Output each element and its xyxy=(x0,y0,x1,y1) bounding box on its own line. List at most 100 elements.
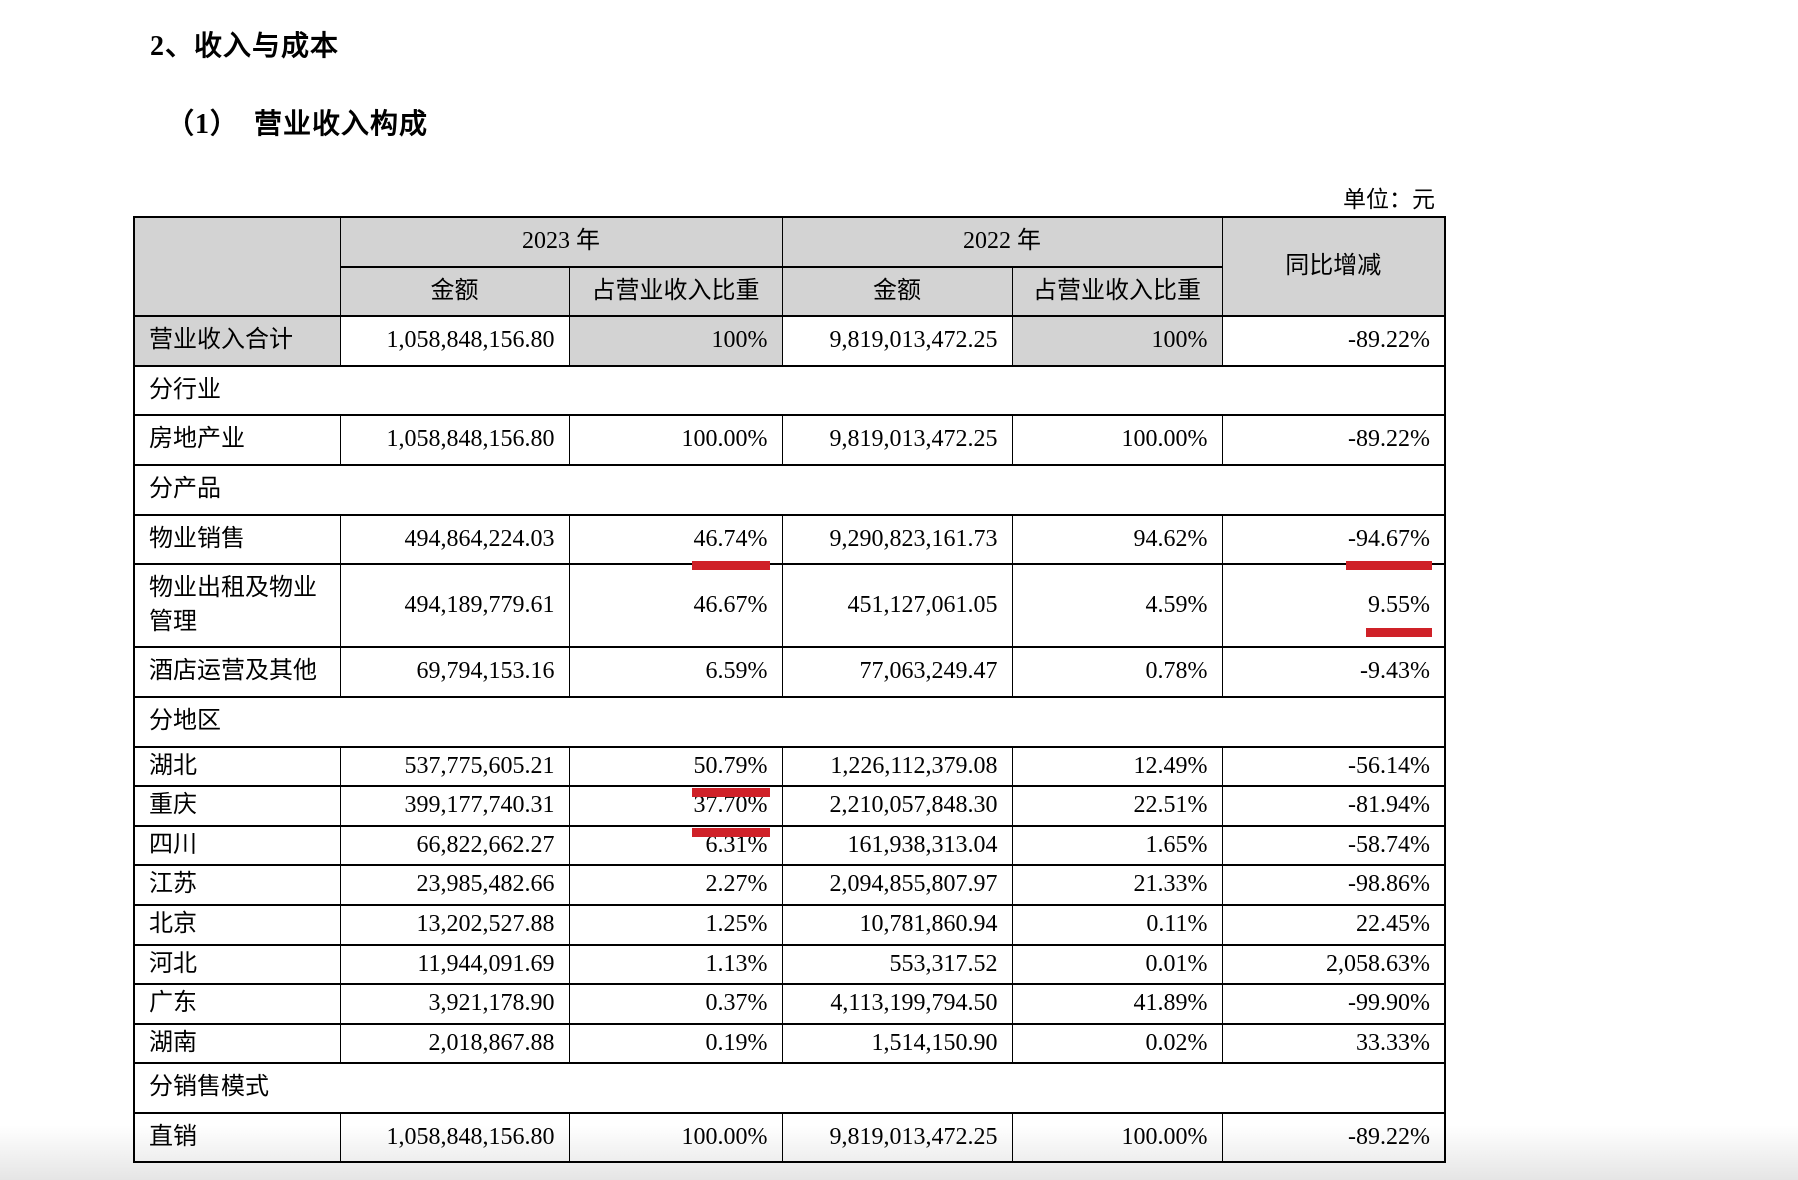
cell-value: 22.51% xyxy=(1011,785,1223,827)
cell-text: 94.62% xyxy=(1133,525,1208,552)
section-row: 分地区 xyxy=(133,695,1446,748)
section-label: 分地区 xyxy=(133,695,1446,748)
table-row: 物业销售 494,864,224.03 46.74% 9,290,823,161.73… xyxy=(133,513,1446,570)
cell-value: 0.37% xyxy=(568,983,783,1025)
cell-value: 1,058,848,156.80 xyxy=(339,1111,570,1164)
table-row: 广东 3,921,178.90 0.37% 4,113,199,794.50 41.89… xyxy=(133,983,1446,1025)
red-underlined-value: -94.67% xyxy=(1346,523,1432,570)
cell-text: -58.74% xyxy=(1348,831,1430,858)
table-row: 河北 11,944,091.69 1.13% 553,317.52 0.01% 2,058… xyxy=(133,943,1446,986)
cell-text: 100% xyxy=(711,327,768,354)
cell-text: 房地产业 xyxy=(149,426,245,453)
cell-text: 9,819,013,472.25 xyxy=(829,327,998,354)
amount-2022-header: 金额 xyxy=(781,265,1013,318)
cell-text: 广东 xyxy=(149,990,197,1017)
cell-text: 451,127,061.05 xyxy=(847,591,998,618)
cell-text: 41.89% xyxy=(1133,990,1208,1017)
cell-text: 1,058,848,156.80 xyxy=(386,426,555,453)
cell-text: 1,058,848,156.80 xyxy=(386,327,555,354)
cell-text: 100.00% xyxy=(681,426,768,453)
cell-text: 46.67% xyxy=(693,591,768,618)
cell-value: 553,317.52 xyxy=(781,943,1013,986)
cell-value: -89.22% xyxy=(1221,315,1446,367)
cell-value: 1,226,112,379.08 xyxy=(781,745,1013,788)
header-row-measures: 金额 占营业收入比重 金额 占营业收入比重 xyxy=(134,265,1445,318)
cell-value: -89.22% xyxy=(1221,414,1446,466)
cell-text: 直销 xyxy=(149,1123,197,1150)
cell-value: 66,822,662.27 xyxy=(339,824,570,867)
cell-value: -81.94% xyxy=(1221,785,1446,827)
cell-text: 2,058.63% xyxy=(1326,950,1430,977)
cell-text: 湖北 xyxy=(149,752,197,779)
section-label: 分销售模式 xyxy=(133,1062,1446,1114)
cell-text: 酒店运营及其他 xyxy=(149,658,317,685)
cell-value: 1,058,848,156.80 xyxy=(339,414,570,466)
cell-text: 营业收入合计 xyxy=(149,327,293,354)
cell-value: 0.01% xyxy=(1011,943,1223,986)
cell-text: -9.43% xyxy=(1360,658,1430,685)
cell-value: 2,210,057,848.30 xyxy=(781,785,1013,827)
section-label: 分产品 xyxy=(133,463,1446,516)
year-2023-header: 2023 年 xyxy=(339,216,783,268)
cell-text: -89.22% xyxy=(1348,1123,1430,1150)
section-row: 分产品 xyxy=(133,463,1446,516)
cell-value: 100% xyxy=(568,315,783,367)
row-label: 物业出租及物业管理 xyxy=(133,563,341,649)
cell-value: 9,819,013,472.25 xyxy=(781,414,1013,466)
cell-text: 22.45% xyxy=(1356,910,1430,937)
cell-value: -98.86% xyxy=(1221,864,1446,906)
cell-value: 2,058.63% xyxy=(1221,943,1446,986)
table-row: 酒店运营及其他 69,794,153.16 6.59% 77,063,249.47 0.… xyxy=(133,646,1446,698)
cell-text: 1,226,112,379.08 xyxy=(830,752,998,779)
cell-text: 33.33% xyxy=(1356,1029,1430,1056)
cell-text: 66,822,662.27 xyxy=(416,831,555,858)
cell-text: 9,819,013,472.25 xyxy=(829,1123,998,1150)
cell-text: 161,938,313.04 xyxy=(847,831,998,858)
cell-text: 100.00% xyxy=(1121,426,1208,453)
cell-value: 6.59% xyxy=(568,646,783,698)
cell-value: 3,921,178.90 xyxy=(339,983,570,1025)
cell-value: 1,514,150.90 xyxy=(781,1022,1013,1065)
row-label: 直销 xyxy=(133,1111,341,1164)
table-row: 房地产业 1,058,848,156.80 100.00% 9,819,013,472… xyxy=(133,414,1446,466)
cell-value: 1.65% xyxy=(1011,824,1223,867)
yoy-change-header: 同比增减 xyxy=(1221,215,1446,318)
cell-value: 23,985,482.66 xyxy=(339,864,570,906)
cell-value: 2.27% xyxy=(568,864,783,906)
cell-text: -89.22% xyxy=(1348,327,1430,354)
cell-value: 50.79% xyxy=(568,745,783,797)
cell-text: 2,018,867.88 xyxy=(428,1029,555,1056)
cell-value: 4.59% xyxy=(1011,563,1223,649)
cell-text: 100.00% xyxy=(1121,1123,1208,1150)
row-label: 房地产业 xyxy=(133,414,341,466)
cell-text: 9,290,823,161.73 xyxy=(829,525,998,552)
cell-text: 河北 xyxy=(149,950,197,977)
cell-text: 21.33% xyxy=(1133,871,1208,898)
cell-text: 11,944,091.69 xyxy=(417,950,555,977)
cell-value: 21.33% xyxy=(1011,864,1223,906)
cell-text: 江苏 xyxy=(149,871,197,898)
section-row: 分销售模式 xyxy=(133,1062,1446,1114)
cell-text: 4,113,199,794.50 xyxy=(830,990,998,1017)
cell-value: 0.11% xyxy=(1011,903,1223,946)
cell-text: 100.00% xyxy=(681,1123,768,1150)
cell-value: 2,018,867.88 xyxy=(339,1022,570,1065)
cell-value: 2,094,855,807.97 xyxy=(781,864,1013,906)
row-label: 营业收入合计 xyxy=(133,315,341,367)
cell-text: 1.25% xyxy=(705,910,768,937)
row-label: 北京 xyxy=(133,903,341,946)
red-underlined-value: 46.74% xyxy=(691,523,770,570)
cell-value: 161,938,313.04 xyxy=(781,824,1013,867)
cell-value: 9,819,013,472.25 xyxy=(781,1111,1013,1164)
cell-value: 10,781,860.94 xyxy=(781,903,1013,946)
table-row: 四川 66,822,662.27 6.31% 161,938,313.04 1.65% -… xyxy=(133,824,1446,867)
cell-value: 22.45% xyxy=(1221,903,1446,946)
table-row: 直销 1,058,848,156.80 100.00% 9,819,013,472.2… xyxy=(133,1111,1446,1164)
table-header: 2023 年 2022 年 同比增减 金额 占营业收入比重 金额 占营业收入比重 xyxy=(133,215,1446,318)
table-row: 重庆 399,177,740.31 37.70% 2,210,057,848.30 22… xyxy=(133,785,1446,837)
cell-text: 494,189,779.61 xyxy=(404,591,555,618)
row-label: 四川 xyxy=(133,824,341,867)
cell-text: 2,094,855,807.97 xyxy=(829,871,998,898)
cell-value: -58.74% xyxy=(1221,824,1446,867)
